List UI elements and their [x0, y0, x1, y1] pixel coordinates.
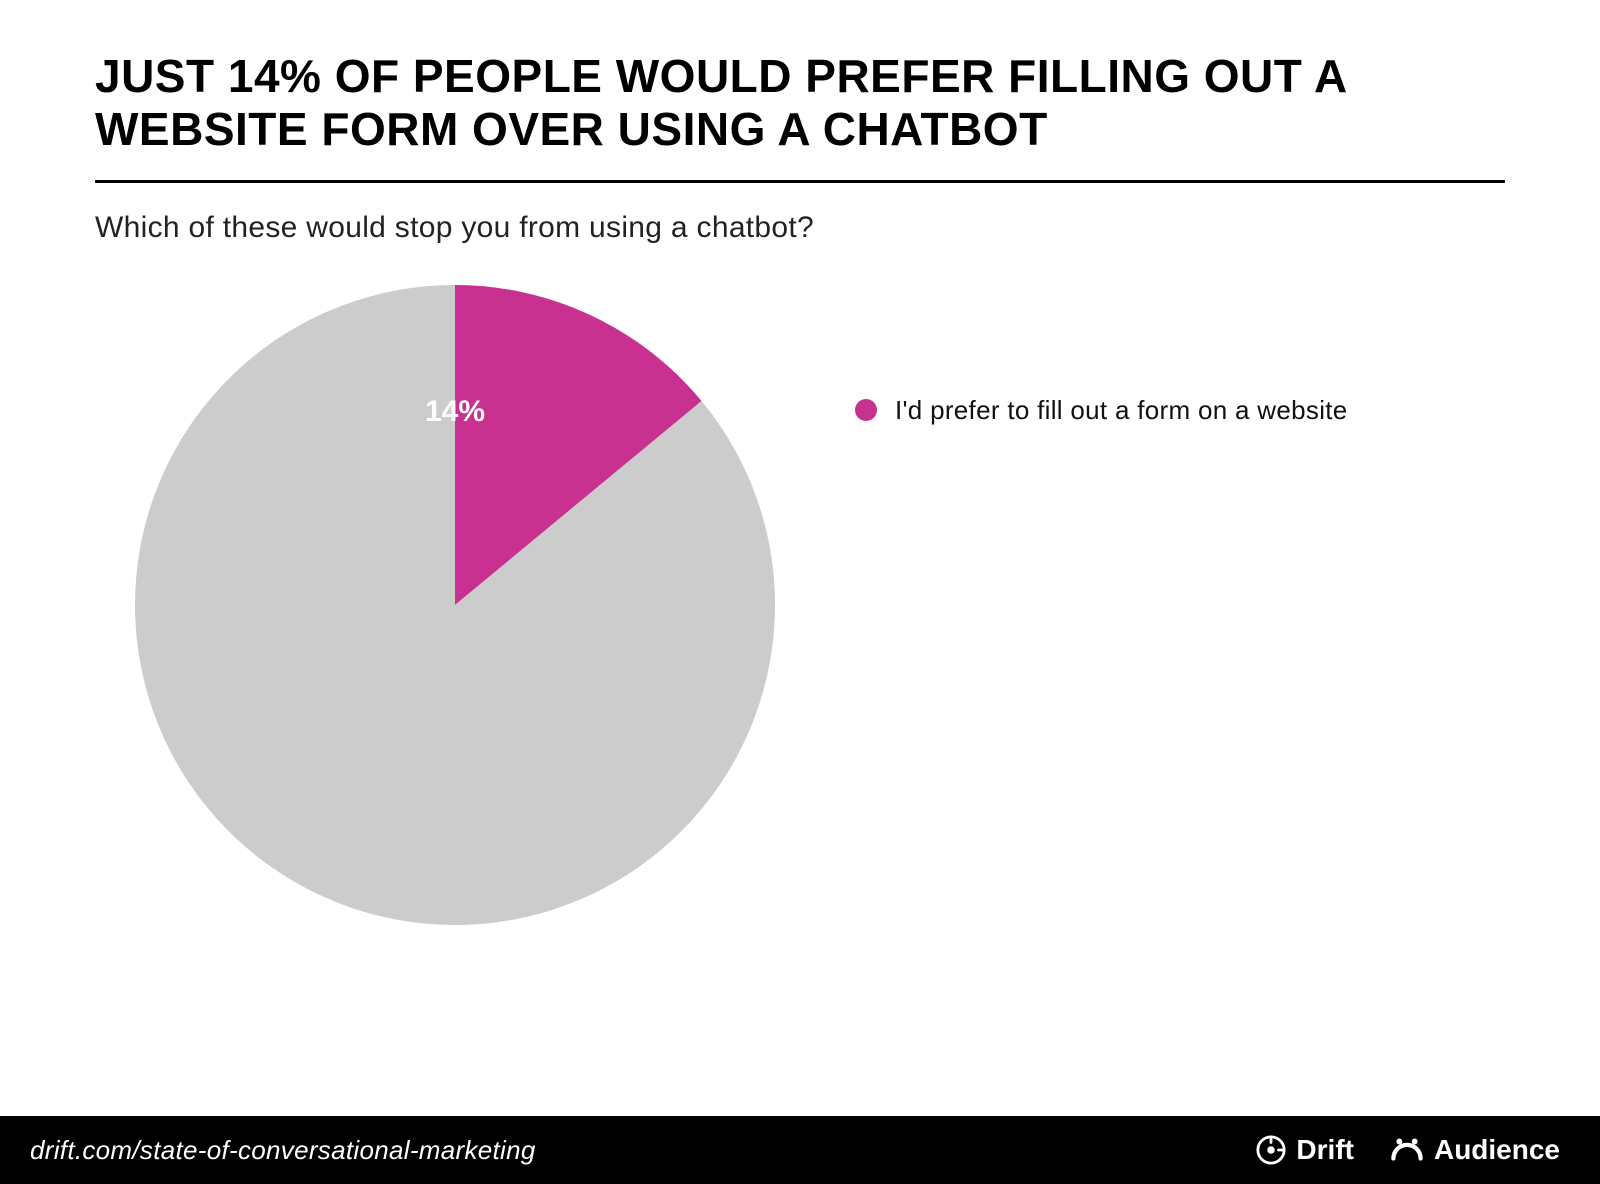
brand-drift: Drift	[1256, 1134, 1354, 1166]
legend-item-label: I'd prefer to fill out a form on a websi…	[895, 395, 1348, 426]
footer-brands: Drift Audience	[1256, 1134, 1560, 1166]
legend-dot-icon	[855, 399, 877, 421]
audience-logo-icon	[1390, 1135, 1424, 1165]
brand-audience: Audience	[1390, 1134, 1560, 1166]
brand-audience-label: Audience	[1434, 1134, 1560, 1166]
card-title: JUST 14% OF PEOPLE WOULD PREFER FILLING …	[95, 50, 1505, 183]
infographic-card: JUST 14% OF PEOPLE WOULD PREFER FILLING …	[0, 0, 1600, 1116]
legend: I'd prefer to fill out a form on a websi…	[855, 395, 1348, 426]
footer-source-text: drift.com/state-of-conversational-market…	[30, 1135, 536, 1166]
pie-chart: 14%	[135, 285, 775, 925]
card-subtitle: Which of these would stop you from using…	[95, 211, 1505, 245]
chart-row: 14% I'd prefer to fill out a form on a w…	[95, 285, 1505, 925]
page: JUST 14% OF PEOPLE WOULD PREFER FILLING …	[0, 0, 1600, 1184]
brand-drift-label: Drift	[1296, 1134, 1354, 1166]
footer-bar: drift.com/state-of-conversational-market…	[0, 1116, 1600, 1184]
pie-svg	[135, 285, 775, 925]
drift-logo-icon	[1256, 1135, 1286, 1165]
